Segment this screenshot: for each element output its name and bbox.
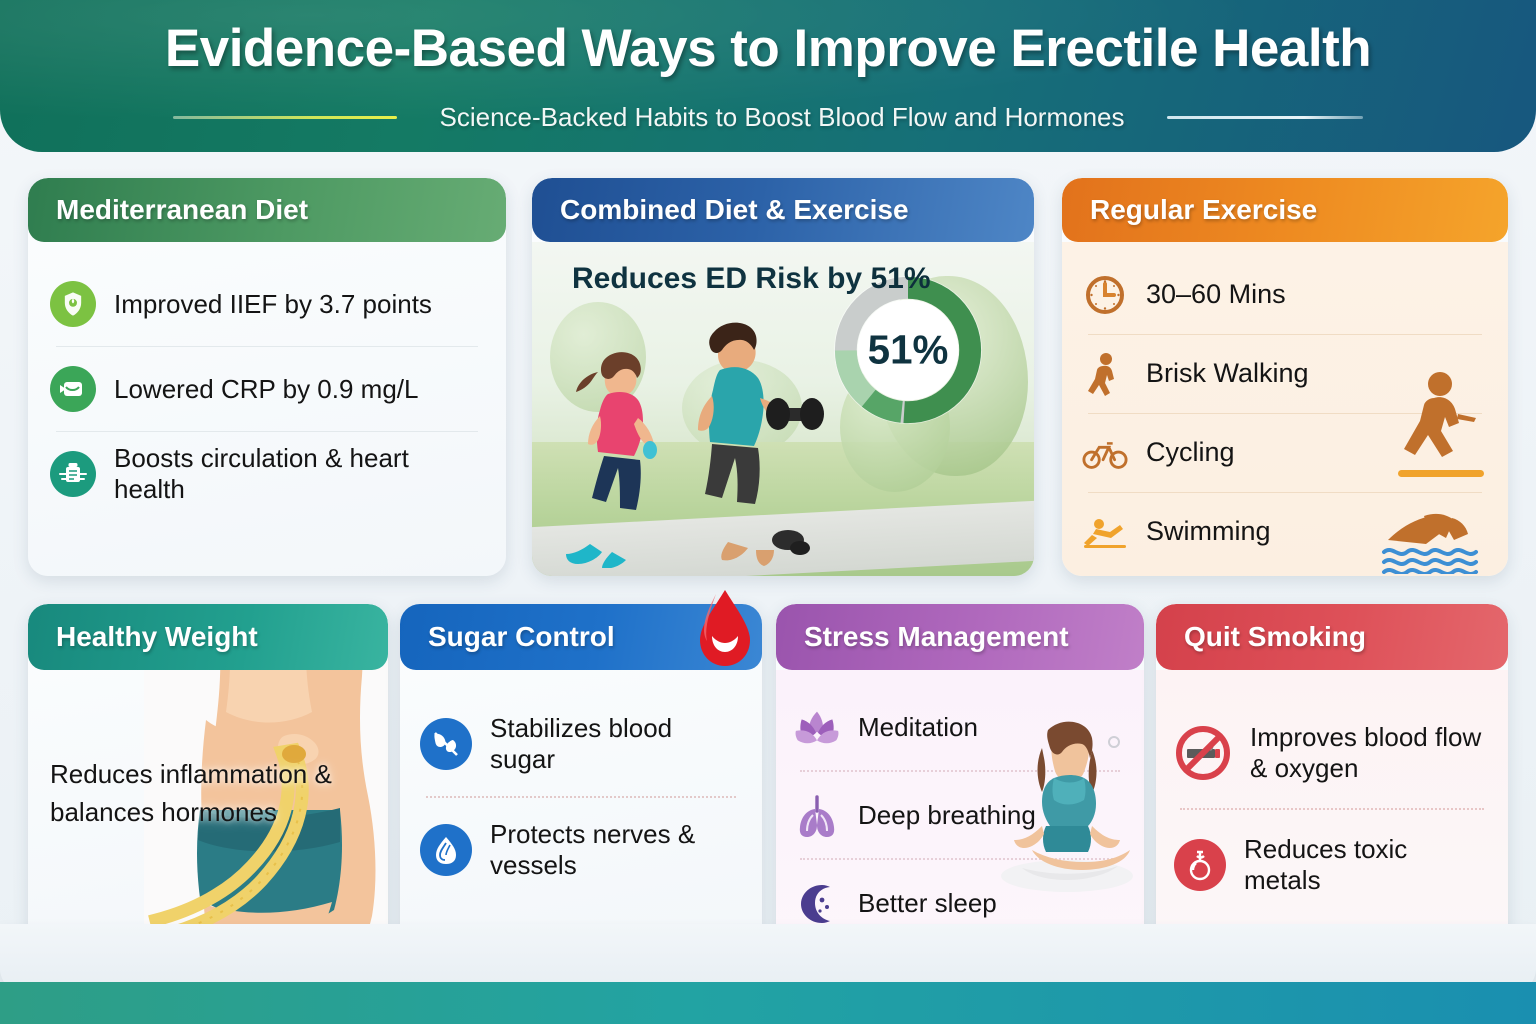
page-header: Evidence-Based Ways to Improve Erectile … (0, 0, 1536, 152)
list-item: Deep breathing (794, 772, 1126, 858)
card-header-exercise: Regular Exercise (1062, 178, 1508, 242)
card-title-exercise: Regular Exercise (1090, 194, 1318, 225)
list-item-label: Meditation (858, 711, 978, 742)
list-item: Improves blood flow & oxygen (1174, 698, 1490, 808)
header-glow (0, 0, 1536, 152)
lungs-icon (794, 792, 840, 838)
divider (1088, 413, 1482, 414)
divider (426, 796, 736, 798)
page-subtitle: Science-Backed Habits to Boost Blood Flo… (439, 101, 1125, 132)
combined-stat-value: 51% (870, 262, 931, 295)
list-item: Meditation (794, 684, 1126, 770)
card-quit-smoking: Quit Smoking Improves blood flow & oxyge… (1156, 604, 1508, 956)
glucose-meter-icon (420, 718, 472, 770)
runner-man-figure (698, 322, 824, 566)
ed-risk-donut-chart: 51% (824, 266, 992, 434)
list-item: Brisk Walking (1082, 335, 1488, 413)
list-item-label: Deep breathing (858, 799, 1036, 830)
card-body-stress: Meditation Deep breathing (776, 670, 1144, 956)
card-title-sugar: Sugar Control (428, 621, 615, 652)
card-sugar-control: Sugar Control Stabilizes blood sugar (400, 590, 762, 956)
list-item: Lowered CRP by 0.9 mg/L (50, 347, 484, 431)
list-item-label: Protects nerves & vessels (490, 819, 696, 880)
list-item: Stabilizes blood sugar (420, 692, 742, 796)
list-item: Better sleep (794, 860, 1126, 946)
list-item-label: Boosts circulation & heart health (114, 443, 409, 504)
card-regular-exercise: Regular Exercise 30–60 (1062, 178, 1508, 576)
card-title-mediterranean: Mediterranean Diet (56, 194, 309, 225)
card-combined-diet-exercise: Combined Diet & Exercise Reduces ED Risk… (532, 178, 1034, 576)
list-item: Boosts circulation & heart health (50, 432, 484, 516)
card-title-quit: Quit Smoking (1184, 621, 1366, 652)
heart-circulation-icon (50, 451, 96, 497)
fish-plate-icon (50, 366, 96, 412)
list-item-label: Better sleep (858, 887, 997, 918)
divider (56, 431, 478, 432)
leaf-shield-icon (50, 281, 96, 327)
card-title-weight: Healthy Weight (56, 621, 258, 652)
walking-person-icon (1082, 351, 1128, 397)
divider (1088, 334, 1482, 335)
card-body-weight: Reduces inflammation & balances hormones (28, 604, 388, 956)
blood-drop-icon (700, 590, 750, 666)
list-item-label: Swimming (1146, 516, 1271, 547)
list-item-label: Lowered CRP by 0.9 mg/L (114, 373, 419, 404)
card-mediterranean-diet: Mediterranean Diet Improved IIEF by 3.7 … (28, 178, 506, 576)
toxic-flask-icon (1174, 839, 1226, 891)
list-item-label: Improves blood flow & oxygen (1250, 722, 1482, 783)
walking-person-decorative-icon (1398, 372, 1484, 477)
list-item: Swimming (1082, 493, 1488, 571)
list-item: Reduces toxic metals (1174, 810, 1490, 920)
list-item-label: Reduces toxic metals (1244, 834, 1408, 895)
weight-benefit-text: Reduces inflammation & balances hormones (50, 759, 332, 827)
list-item-label: Brisk Walking (1146, 358, 1309, 389)
card-body-sugar: Stabilizes blood sugar Protects nerves &… (400, 670, 762, 912)
nerve-flame-icon (420, 824, 472, 876)
page-title: Evidence-Based Ways to Improve Erectile … (164, 19, 1372, 78)
list-item-label: Cycling (1146, 437, 1235, 468)
subtitle-row: Science-Backed Habits to Boost Blood Flo… (0, 98, 1536, 136)
divider (800, 858, 1120, 860)
footer-band (0, 982, 1536, 1024)
divider (1180, 808, 1484, 810)
decorative-rule-left (173, 115, 398, 119)
card-stress-management: Stress Management (776, 604, 1144, 956)
card-header-quit: Quit Smoking (1156, 604, 1508, 670)
card-header-combined: Combined Diet & Exercise (532, 178, 1034, 242)
list-item: 30–60 Mins (1082, 256, 1488, 334)
donut-svg: 51% (834, 276, 982, 424)
card-title-stress: Stress Management (804, 621, 1069, 652)
lotus-icon (794, 704, 840, 750)
card-header-weight: Healthy Weight (28, 604, 388, 670)
list-item: Protects nerves & vessels (420, 798, 742, 902)
list-item-label: Improved IIEF by 3.7 points (114, 288, 432, 319)
donut-center-label: 51% (868, 326, 949, 372)
card-header-mediterranean: Mediterranean Diet (28, 178, 506, 242)
list-item-label: 30–60 Mins (1146, 279, 1286, 310)
card-header-stress: Stress Management (776, 604, 1144, 670)
card-body-exercise: 30–60 Mins Brisk Walking (1062, 242, 1508, 576)
card-body-quit: Improves blood flow & oxygen Reduces tox… (1156, 670, 1508, 956)
decorative-rule-right (1166, 115, 1363, 119)
bicycle-icon (1082, 430, 1128, 476)
swimmer-icon (1082, 509, 1128, 555)
divider (56, 346, 478, 347)
combined-stat-prefix: Reduces ED Risk by (572, 262, 871, 295)
crescent-moon-icon (794, 880, 840, 926)
list-item: Cycling (1082, 414, 1488, 492)
no-smoking-icon (1174, 724, 1232, 782)
divider (800, 770, 1120, 772)
card-title-combined: Combined Diet & Exercise (560, 194, 909, 225)
list-item-label: Stabilizes blood sugar (490, 713, 673, 774)
swimmer-decorative-icon (1382, 513, 1478, 574)
combined-stat-line: Reduces ED Risk by 51% (572, 262, 931, 296)
runner-woman-figure (566, 352, 657, 568)
card-body-mediterranean: Improved IIEF by 3.7 points Lowered CRP … (28, 242, 506, 528)
divider (1088, 492, 1482, 493)
meditating-person-illustration (1001, 721, 1133, 892)
clock-icon (1082, 272, 1128, 318)
list-item: Improved IIEF by 3.7 points (50, 262, 484, 346)
card-healthy-weight: Reduces inflammation & balances hormones… (28, 604, 388, 956)
